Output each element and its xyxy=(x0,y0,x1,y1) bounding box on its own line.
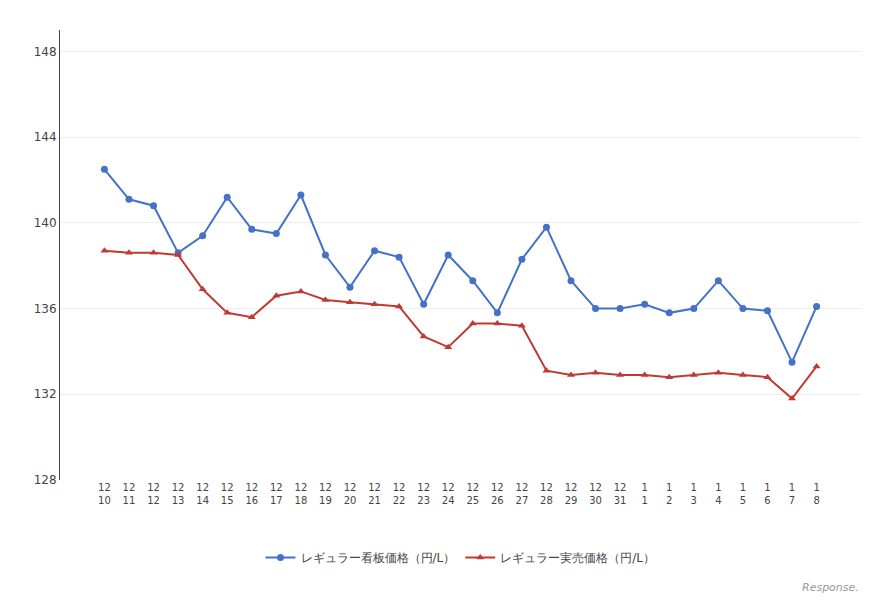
svg-text:144: 144 xyxy=(34,130,57,144)
svg-text:レギュラー看板価格（円/L）: レギュラー看板価格（円/L） xyxy=(301,551,456,565)
svg-text:148: 148 xyxy=(34,45,57,59)
svg-text:140: 140 xyxy=(34,216,57,230)
svg-text:1225: 1225 xyxy=(466,482,479,506)
svg-text:1223: 1223 xyxy=(417,482,430,506)
svg-text:1215: 1215 xyxy=(221,482,234,506)
svg-text:1214: 1214 xyxy=(196,482,209,506)
svg-text:12: 12 xyxy=(666,482,672,506)
svg-text:1220: 1220 xyxy=(344,482,357,506)
svg-text:14: 14 xyxy=(715,482,721,506)
svg-text:1230: 1230 xyxy=(589,482,602,506)
svg-text:1228: 1228 xyxy=(540,482,553,506)
svg-text:18: 18 xyxy=(813,482,819,506)
svg-text:1231: 1231 xyxy=(614,482,627,506)
svg-text:1216: 1216 xyxy=(245,482,258,506)
svg-text:136: 136 xyxy=(34,302,57,316)
svg-text:1221: 1221 xyxy=(368,482,381,506)
svg-text:1229: 1229 xyxy=(565,482,578,506)
svg-text:Response.: Response. xyxy=(802,581,859,594)
svg-text:17: 17 xyxy=(789,482,795,506)
svg-text:1224: 1224 xyxy=(442,482,455,506)
svg-text:15: 15 xyxy=(740,482,746,506)
svg-text:11: 11 xyxy=(641,482,647,506)
svg-text:1217: 1217 xyxy=(270,482,283,506)
svg-text:1210: 1210 xyxy=(98,482,111,506)
svg-text:レギュラー実売価格（円/L）: レギュラー実売価格（円/L） xyxy=(500,551,655,565)
svg-text:128: 128 xyxy=(34,473,57,487)
svg-text:13: 13 xyxy=(691,482,697,506)
svg-text:1227: 1227 xyxy=(516,482,529,506)
svg-text:1211: 1211 xyxy=(123,482,136,506)
svg-text:1218: 1218 xyxy=(295,482,308,506)
svg-text:1226: 1226 xyxy=(491,482,504,506)
svg-text:132: 132 xyxy=(34,387,57,401)
svg-text:1212: 1212 xyxy=(147,482,160,506)
svg-text:1219: 1219 xyxy=(319,482,332,506)
svg-text:1213: 1213 xyxy=(172,482,185,506)
svg-text:16: 16 xyxy=(764,482,770,506)
svg-text:1222: 1222 xyxy=(393,482,406,506)
